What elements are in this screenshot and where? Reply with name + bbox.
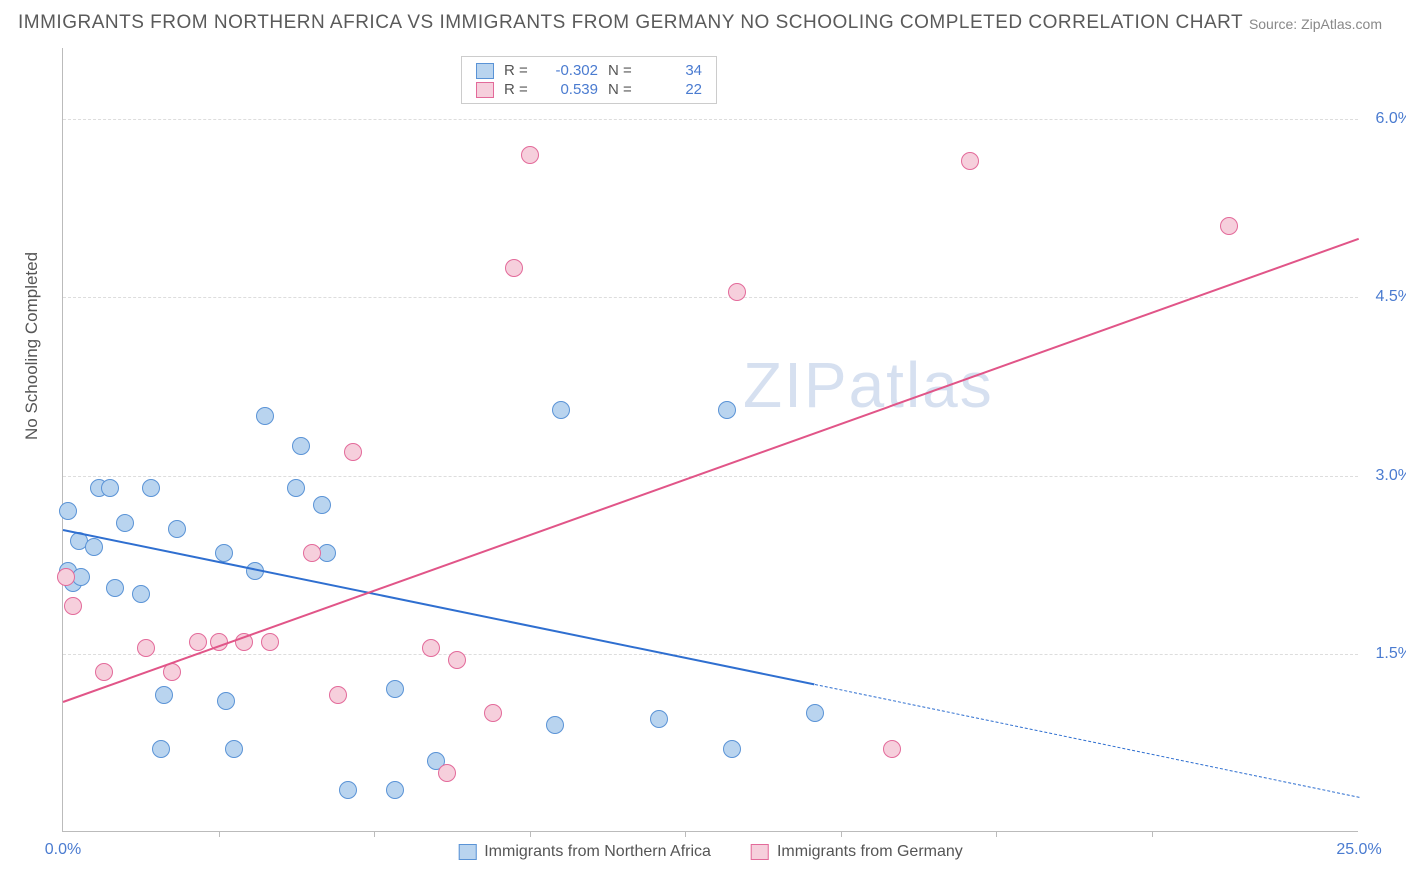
data-point [225, 740, 243, 758]
data-point [137, 639, 155, 657]
data-point [152, 740, 170, 758]
chart-title: IMMIGRANTS FROM NORTHERN AFRICA VS IMMIG… [18, 12, 1243, 34]
source-attribution: Source: ZipAtlas.com [1249, 16, 1382, 32]
y-tick-label: 6.0% [1376, 110, 1406, 128]
data-point [85, 538, 103, 556]
legend-stats: R = -0.302 N = 34 R = 0.539 N = 22 [461, 56, 717, 104]
x-tick [374, 831, 375, 837]
data-point [505, 259, 523, 277]
legend-r-label: R = [504, 81, 532, 98]
plot-area: ZIPatlas R = -0.302 N = 34 R = 0.539 N =… [62, 48, 1358, 832]
data-point [101, 479, 119, 497]
data-point [718, 401, 736, 419]
data-point [64, 597, 82, 615]
data-point [313, 496, 331, 514]
source-label: Source: [1249, 16, 1297, 32]
data-point [961, 152, 979, 170]
legend-n-blue: 34 [646, 62, 702, 79]
data-point [422, 639, 440, 657]
data-point [168, 520, 186, 538]
legend-item-northern-africa: Immigrants from Northern Africa [458, 843, 711, 861]
data-point [318, 544, 336, 562]
data-point [806, 704, 824, 722]
data-point [116, 514, 134, 532]
x-tick [996, 831, 997, 837]
gridline-h [63, 654, 1358, 655]
data-point [329, 686, 347, 704]
legend-n-label: N = [608, 62, 636, 79]
data-point [448, 651, 466, 669]
data-point [438, 764, 456, 782]
data-point [484, 704, 502, 722]
data-point [72, 568, 90, 586]
swatch-blue-icon [476, 63, 494, 79]
legend-label-northern-africa: Immigrants from Northern Africa [484, 843, 711, 861]
data-point [728, 283, 746, 301]
data-point [261, 633, 279, 651]
source-value: ZipAtlas.com [1301, 16, 1382, 32]
data-point [546, 716, 564, 734]
x-tick-label: 0.0% [45, 841, 81, 859]
data-point [106, 579, 124, 597]
legend-n-pink: 22 [646, 81, 702, 98]
data-point [287, 479, 305, 497]
data-point [344, 443, 362, 461]
trend-line [63, 238, 1360, 703]
y-tick-label: 3.0% [1376, 467, 1406, 485]
y-axis-title: No Schooling Completed [22, 252, 42, 440]
data-point [650, 710, 668, 728]
gridline-h [63, 297, 1358, 298]
gridline-h [63, 476, 1358, 477]
data-point [57, 568, 75, 586]
x-tick [685, 831, 686, 837]
gridline-h [63, 119, 1358, 120]
legend-item-germany: Immigrants from Germany [751, 843, 963, 861]
data-point [142, 479, 160, 497]
data-point [217, 692, 235, 710]
data-point [883, 740, 901, 758]
data-point [723, 740, 741, 758]
data-point [386, 781, 404, 799]
swatch-pink-icon [751, 844, 769, 860]
watermark-zip: ZIP [743, 349, 849, 421]
data-point [59, 502, 77, 520]
data-point [189, 633, 207, 651]
x-tick [1152, 831, 1153, 837]
data-point [132, 585, 150, 603]
data-point [155, 686, 173, 704]
data-point [552, 401, 570, 419]
watermark-atlas: atlas [849, 349, 994, 421]
legend-r-blue: -0.302 [542, 62, 598, 79]
legend-stats-row-blue: R = -0.302 N = 34 [476, 61, 702, 80]
swatch-pink-icon [476, 82, 494, 98]
y-tick-label: 4.5% [1376, 288, 1406, 306]
legend-series: Immigrants from Northern Africa Immigran… [458, 843, 963, 861]
data-point [256, 407, 274, 425]
data-point [1220, 217, 1238, 235]
legend-n-label: N = [608, 81, 636, 98]
y-tick-label: 1.5% [1376, 645, 1406, 663]
x-tick [219, 831, 220, 837]
legend-r-label: R = [504, 62, 532, 79]
watermark: ZIPatlas [743, 348, 994, 422]
data-point [339, 781, 357, 799]
data-point [386, 680, 404, 698]
x-tick-label: 25.0% [1336, 841, 1381, 859]
swatch-blue-icon [458, 844, 476, 860]
data-point [521, 146, 539, 164]
data-point [95, 663, 113, 681]
data-point [215, 544, 233, 562]
data-point [303, 544, 321, 562]
x-tick [530, 831, 531, 837]
legend-stats-row-pink: R = 0.539 N = 22 [476, 80, 702, 99]
legend-r-pink: 0.539 [542, 81, 598, 98]
legend-label-germany: Immigrants from Germany [777, 843, 963, 861]
x-tick [841, 831, 842, 837]
data-point [292, 437, 310, 455]
